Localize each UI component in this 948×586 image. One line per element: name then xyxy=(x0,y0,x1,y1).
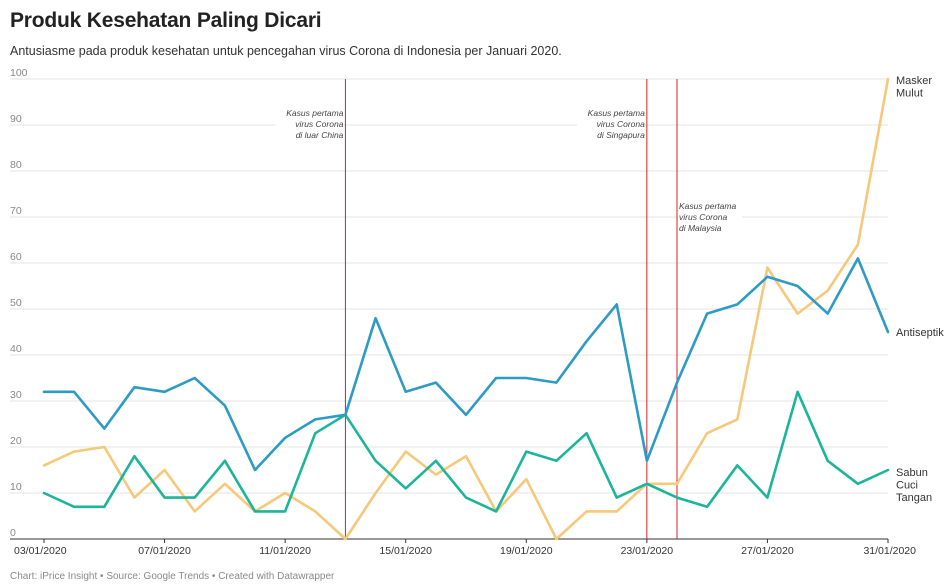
series-label-masker-mulut: Mulut xyxy=(896,88,923,100)
annotation-text: Kasus pertama xyxy=(286,108,343,118)
x-tick-label: 03/01/2020 xyxy=(14,545,67,557)
x-tick-label: 31/01/2020 xyxy=(863,545,916,557)
y-tick-label: 0 xyxy=(10,527,16,539)
gridlines xyxy=(10,78,888,540)
series-label-masker-mulut: Masker xyxy=(896,75,932,87)
series-label-sabun-cuci-tangan: Tangan xyxy=(896,492,932,504)
y-axis-ticks: 0 10 20 30 40 50 60 70 80 90 100 xyxy=(10,67,28,539)
annotation-text: Kasus pertama xyxy=(679,201,736,211)
annotation-text: virus Corona xyxy=(679,212,727,222)
y-tick-label: 40 xyxy=(10,343,22,355)
y-tick-label: 60 xyxy=(10,251,22,263)
series-line-antiseptik xyxy=(42,257,890,472)
x-tick-label: 11/01/2020 xyxy=(259,545,311,557)
annotation-background xyxy=(275,107,344,143)
x-tick-label: 23/01/2020 xyxy=(621,545,674,557)
y-tick-label: 80 xyxy=(10,159,22,171)
annotation-text: di Singapura xyxy=(597,130,645,140)
series-label-sabun-cuci-tangan: Cuci xyxy=(896,480,918,492)
x-tick-label: 19/01/2020 xyxy=(500,545,553,557)
y-tick-label: 100 xyxy=(10,67,28,79)
y-tick-label: 50 xyxy=(10,297,22,309)
x-tick-label: 27/01/2020 xyxy=(741,545,794,557)
annotation-text: virus Corona xyxy=(295,119,343,129)
annotation-text: virus Corona xyxy=(597,119,645,129)
annotation-text: Kasus pertama xyxy=(588,108,645,118)
chart-title: Produk Kesehatan Paling Dicari xyxy=(10,9,322,32)
annotation-text: di luar China xyxy=(296,130,344,140)
series-label-sabun-cuci-tangan: Sabun xyxy=(896,467,928,479)
series-line-sabun-cuci-tangan xyxy=(42,390,890,513)
annotation-background xyxy=(678,200,742,236)
chart-subtitle: Antusiasme pada produk kesehatan untuk p… xyxy=(10,44,562,58)
x-axis-ticks: 03/01/2020 07/01/2020 11/01/2020 15/01/2020… xyxy=(14,539,916,557)
y-tick-label: 30 xyxy=(10,389,22,401)
chart-credit: Chart: iPrice Insight • Source: Google T… xyxy=(10,571,335,582)
series-lines xyxy=(42,77,890,541)
y-tick-label: 90 xyxy=(10,113,22,125)
series-label-antiseptik: Antiseptik xyxy=(896,327,944,339)
x-tick-label: 15/01/2020 xyxy=(379,545,432,557)
y-tick-label: 20 xyxy=(10,435,22,447)
y-tick-label: 10 xyxy=(10,481,22,493)
y-tick-label: 70 xyxy=(10,205,22,217)
annotation-background xyxy=(576,107,645,143)
x-tick-label: 07/01/2020 xyxy=(138,545,191,557)
annotation-text: di Malaysia xyxy=(679,223,722,233)
